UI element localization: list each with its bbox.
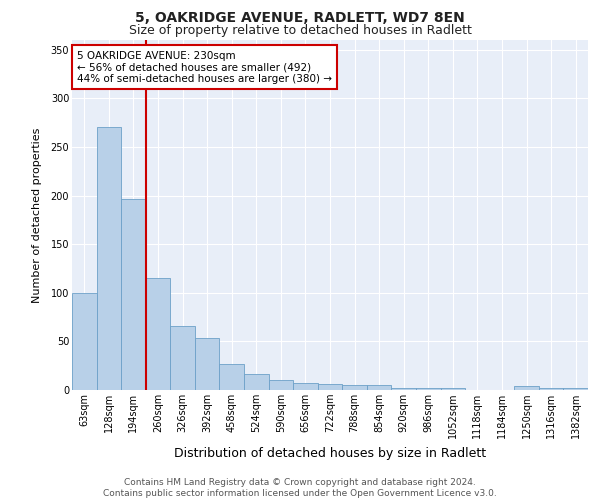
- X-axis label: Distribution of detached houses by size in Radlett: Distribution of detached houses by size …: [174, 446, 486, 460]
- Bar: [391, 388, 416, 390]
- Bar: [269, 380, 293, 390]
- Bar: [367, 385, 391, 390]
- Bar: [416, 388, 440, 390]
- Text: Size of property relative to detached houses in Radlett: Size of property relative to detached ho…: [128, 24, 472, 37]
- Bar: [293, 383, 318, 390]
- Text: 5 OAKRIDGE AVENUE: 230sqm
← 56% of detached houses are smaller (492)
44% of semi: 5 OAKRIDGE AVENUE: 230sqm ← 56% of detac…: [77, 50, 332, 84]
- Bar: [514, 386, 539, 390]
- Bar: [121, 200, 146, 390]
- Bar: [539, 388, 563, 390]
- Text: Contains HM Land Registry data © Crown copyright and database right 2024.
Contai: Contains HM Land Registry data © Crown c…: [103, 478, 497, 498]
- Bar: [146, 278, 170, 390]
- Bar: [244, 374, 269, 390]
- Bar: [97, 126, 121, 390]
- Text: 5, OAKRIDGE AVENUE, RADLETT, WD7 8EN: 5, OAKRIDGE AVENUE, RADLETT, WD7 8EN: [135, 11, 465, 25]
- Bar: [342, 385, 367, 390]
- Bar: [72, 293, 97, 390]
- Y-axis label: Number of detached properties: Number of detached properties: [32, 128, 42, 302]
- Bar: [195, 338, 220, 390]
- Bar: [563, 388, 588, 390]
- Bar: [440, 388, 465, 390]
- Bar: [220, 364, 244, 390]
- Bar: [170, 326, 195, 390]
- Bar: [318, 384, 342, 390]
